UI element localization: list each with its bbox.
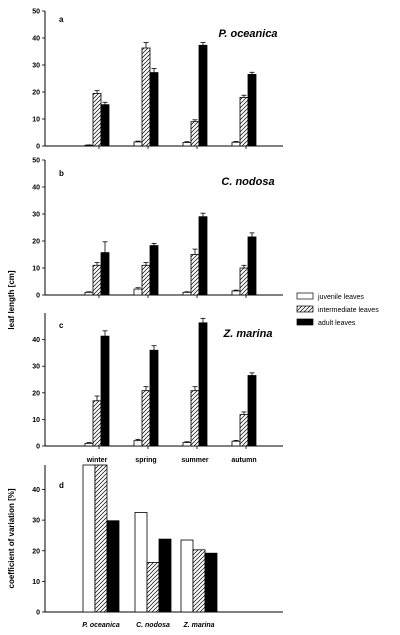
bar-intermediate (146, 561, 160, 613)
bar-adult (158, 538, 172, 613)
bar-intermediate (141, 47, 151, 147)
bar-intermediate (239, 267, 249, 296)
bar-intermediate (92, 92, 102, 147)
y-tick-label: 20 (32, 548, 40, 555)
bar-adult (149, 349, 159, 447)
y-tick-label: 40 (32, 36, 40, 43)
bar-intermediate (190, 390, 200, 447)
legend: juvenile leaves intermediate leaves adul… (296, 292, 379, 327)
bar-intermediate (92, 400, 102, 447)
x-tick-label: spring (135, 457, 156, 464)
bar-juvenile (180, 539, 194, 613)
y-axis-label: coefficient of variation [%] (7, 488, 16, 588)
bar-intermediate (190, 121, 200, 147)
bar-juvenile (231, 290, 241, 296)
x-tick-label: autumn (231, 457, 256, 464)
bar-intermediate (141, 390, 151, 447)
bar-juvenile (134, 512, 148, 613)
bar-adult (198, 322, 208, 447)
bar-adult (100, 335, 110, 447)
bar-adult (100, 104, 110, 147)
y-tick-label: 30 (32, 518, 40, 525)
y-tick-label: 0 (36, 293, 40, 300)
legend-label-intermediate: intermediate leaves (318, 307, 379, 314)
bar-intermediate (92, 264, 102, 296)
panel-letter: b (59, 169, 64, 178)
bar-adult (247, 74, 257, 147)
bar-juvenile (133, 141, 143, 147)
bar-adult (247, 375, 257, 447)
x-tick-label: Z. marina (182, 622, 214, 629)
bar-juvenile (231, 440, 241, 447)
y-tick-label: 10 (32, 266, 40, 273)
bar-intermediate (190, 254, 200, 296)
y-tick-label: 40 (32, 337, 40, 344)
bar-juvenile (133, 440, 143, 447)
y-tick-label: 30 (32, 63, 40, 70)
y-tick-label: 10 (32, 117, 40, 124)
y-tick-label: 0 (36, 144, 40, 151)
species-title: P. oceanica (218, 28, 277, 40)
bar-adult (247, 236, 257, 296)
x-tick-label: P. oceanica (82, 622, 120, 629)
bar-adult (149, 72, 159, 147)
bar-intermediate (239, 97, 249, 147)
shared-y-axis-label: leaf length [cm] (7, 270, 16, 329)
species-title: C. nodosa (221, 176, 274, 188)
bar-juvenile (82, 464, 96, 613)
bar-juvenile (84, 291, 94, 296)
bar-intermediate (94, 464, 108, 613)
legend-label-adult: adult leaves (318, 320, 356, 327)
legend-swatch-intermediate (296, 305, 314, 313)
bar-intermediate (192, 549, 206, 613)
bar-juvenile (182, 442, 192, 447)
legend-swatch-juvenile (296, 292, 314, 300)
bar-juvenile (84, 442, 94, 447)
y-tick-label: 20 (32, 390, 40, 397)
bar-juvenile (231, 141, 241, 147)
legend-label-juvenile: juvenile leaves (317, 294, 364, 301)
y-tick-label: 0 (36, 444, 40, 451)
bar-adult (149, 245, 159, 296)
bar-juvenile (182, 142, 192, 147)
y-tick-label: 40 (32, 487, 40, 494)
y-tick-label: 30 (32, 364, 40, 371)
y-tick-label: 40 (32, 185, 40, 192)
bar-adult (198, 44, 208, 147)
y-tick-label: 10 (32, 417, 40, 424)
species-title: Z. marina (223, 328, 273, 340)
x-tick-label: summer (181, 457, 209, 464)
x-tick-label: winter (86, 457, 108, 464)
y-tick-label: 50 (32, 9, 40, 16)
y-tick-label: 30 (32, 212, 40, 219)
bar-adult (100, 252, 110, 296)
panel-letter: a (59, 15, 64, 24)
bar-juvenile (133, 288, 143, 296)
bar-adult (204, 552, 218, 613)
legend-swatch-adult (296, 318, 314, 326)
y-tick-label: 20 (32, 239, 40, 246)
y-tick-label: 50 (32, 158, 40, 165)
y-tick-label: 10 (32, 579, 40, 586)
bar-intermediate (239, 414, 249, 447)
bar-intermediate (141, 264, 151, 296)
bar-juvenile (182, 291, 192, 296)
panel-letter: d (59, 481, 64, 490)
bar-adult (198, 216, 208, 296)
bar-adult (106, 520, 120, 613)
y-tick-label: 20 (32, 90, 40, 97)
panel-letter: c (59, 321, 64, 330)
x-tick-label: C. nodosa (136, 622, 170, 629)
y-tick-label: 0 (36, 610, 40, 617)
